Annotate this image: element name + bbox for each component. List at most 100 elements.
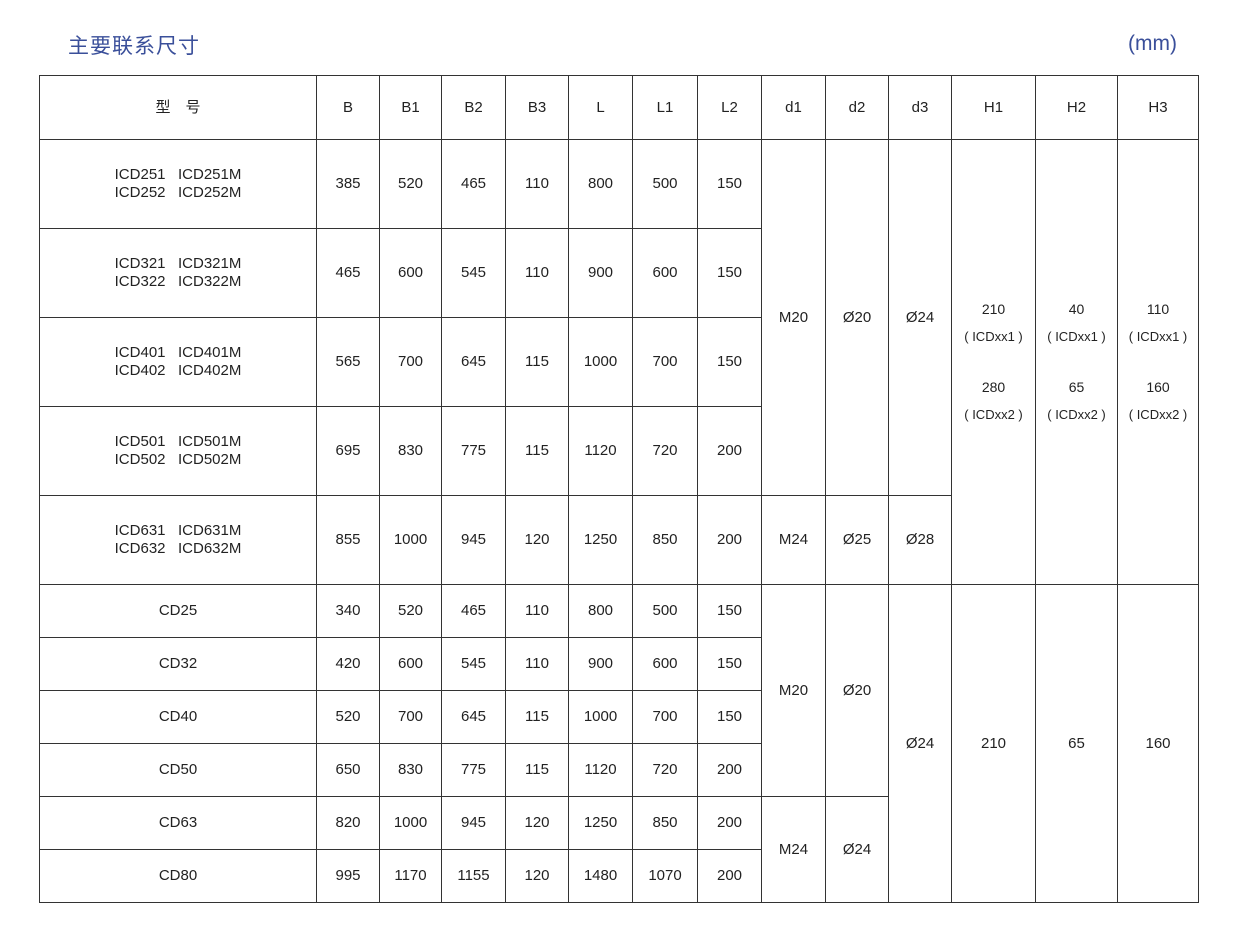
value-cell: 800: [568, 584, 633, 638]
h-cell: 210 ( ICDxx1 ) 280 ( ICDxx2 ): [951, 139, 1036, 585]
value-cell: 600: [379, 228, 442, 318]
value-cell: 820: [316, 796, 380, 850]
value-cell: 600: [632, 228, 698, 318]
column-header: B: [316, 75, 380, 140]
model-name: ICD501 ICD501M: [114, 433, 242, 450]
value-cell: 1250: [568, 495, 633, 585]
value-cell: 120: [505, 796, 569, 850]
value-cell: 500: [632, 139, 698, 229]
value-cell: 1000: [568, 317, 633, 407]
value-cell: 995: [316, 849, 380, 903]
page-title: 主要联系尺寸: [68, 34, 200, 58]
model-name: ICD632 ICD632M: [114, 540, 242, 557]
value-cell: 800: [568, 139, 633, 229]
value-cell: 150: [697, 690, 762, 744]
value-cell: 1070: [632, 849, 698, 903]
value-cell: 645: [441, 317, 506, 407]
column-header: B1: [379, 75, 442, 140]
value-cell: 775: [441, 406, 506, 496]
d-cell: M24: [761, 495, 826, 585]
d-cell: Ø24: [888, 139, 952, 496]
value-cell: 115: [505, 406, 569, 496]
value-cell: 700: [632, 317, 698, 407]
value-cell: 150: [697, 228, 762, 318]
value-cell: 600: [632, 637, 698, 691]
value-cell: 110: [505, 228, 569, 318]
value-cell: 115: [505, 690, 569, 744]
value-cell: 700: [379, 317, 442, 407]
h-note: ( ICDxx1 ): [1128, 329, 1188, 344]
value-cell: 200: [697, 743, 762, 797]
value-cell: 1480: [568, 849, 633, 903]
value-cell: 545: [441, 228, 506, 318]
value-cell: 900: [568, 228, 633, 318]
header-row: 型 号 B B1 B2 B3 L L1 L2 d1 d2 d3 H1 H2 H3: [39, 75, 1199, 140]
d-cell: Ø24: [825, 796, 889, 903]
model-name: ICD401 ICD401M: [114, 344, 242, 361]
value-cell: 945: [441, 495, 506, 585]
value-cell: 600: [379, 637, 442, 691]
value-cell: 1155: [441, 849, 506, 903]
value-cell: 650: [316, 743, 380, 797]
model-name: ICD252 ICD252M: [114, 184, 242, 201]
value-cell: 420: [316, 637, 380, 691]
model-cell: CD80: [39, 849, 317, 903]
value-cell: 115: [505, 743, 569, 797]
table-row: CD80 995 1170 1155 120 1480 1070 200: [39, 849, 1199, 903]
column-header: B2: [441, 75, 506, 140]
value-cell: 120: [505, 495, 569, 585]
model-cell: ICD631 ICD631M ICD632 ICD632M: [39, 495, 317, 585]
column-header: 型 号: [39, 75, 317, 140]
model-name: ICD251 ICD251M: [114, 166, 242, 183]
column-header: d3: [888, 75, 952, 140]
value-cell: 695: [316, 406, 380, 496]
column-header: H1: [951, 75, 1036, 140]
h-note: ( ICDxx2 ): [964, 407, 1023, 422]
model-cell: ICD401 ICD401M ICD402 ICD402M: [39, 317, 317, 407]
h-value: 65: [1068, 379, 1085, 395]
value-cell: 150: [697, 317, 762, 407]
model-name: ICD631 ICD631M: [114, 522, 242, 539]
value-cell: 465: [316, 228, 380, 318]
column-header: d1: [761, 75, 826, 140]
column-header: L2: [697, 75, 762, 140]
column-header: L: [568, 75, 633, 140]
value-cell: 945: [441, 796, 506, 850]
value-cell: 520: [379, 584, 442, 638]
d-cell: Ø25: [825, 495, 889, 585]
value-cell: 775: [441, 743, 506, 797]
h-value: 40: [1068, 301, 1085, 317]
model-cell: CD32: [39, 637, 317, 691]
h-value: 160: [1146, 379, 1170, 395]
column-header: B3: [505, 75, 569, 140]
h-note: ( ICDxx1 ): [1047, 329, 1106, 344]
value-cell: 150: [697, 139, 762, 229]
value-cell: 850: [632, 495, 698, 585]
value-cell: 385: [316, 139, 380, 229]
value-cell: 340: [316, 584, 380, 638]
value-cell: 720: [632, 743, 698, 797]
value-cell: 110: [505, 139, 569, 229]
h-note: ( ICDxx2 ): [1047, 407, 1106, 422]
model-cell: CD50: [39, 743, 317, 797]
value-cell: 700: [379, 690, 442, 744]
model-name: ICD402 ICD402M: [114, 362, 242, 379]
value-cell: 545: [441, 637, 506, 691]
table-row: CD50 650 830 775 115 1120 720 200: [39, 743, 1199, 797]
value-cell: 110: [505, 584, 569, 638]
value-cell: 520: [379, 139, 442, 229]
table-row: ICD251 ICD251M ICD252 ICD252M 385 520 465 110…: [39, 139, 1199, 585]
h-value: 210: [981, 301, 1006, 317]
value-cell: 465: [441, 139, 506, 229]
d3-cell: Ø24: [888, 584, 952, 903]
column-header: H2: [1035, 75, 1118, 140]
value-cell: 720: [632, 406, 698, 496]
value-cell: 115: [505, 317, 569, 407]
d-cell: Ø20: [825, 584, 889, 797]
h-note: ( ICDxx2 ): [1128, 407, 1188, 422]
d-cell: M20: [761, 139, 826, 496]
model-cell: ICD321 ICD321M ICD322 ICD322M: [39, 228, 317, 318]
model-cell: ICD251 ICD251M ICD252 ICD252M: [39, 139, 317, 229]
value-cell: 855: [316, 495, 380, 585]
value-cell: 1120: [568, 406, 633, 496]
